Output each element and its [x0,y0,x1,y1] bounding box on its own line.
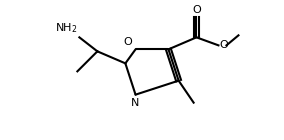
Text: O: O [192,5,201,15]
Text: N: N [131,98,140,108]
Text: NH$_2$: NH$_2$ [55,22,77,35]
Text: O: O [220,40,228,50]
Text: O: O [124,37,133,47]
